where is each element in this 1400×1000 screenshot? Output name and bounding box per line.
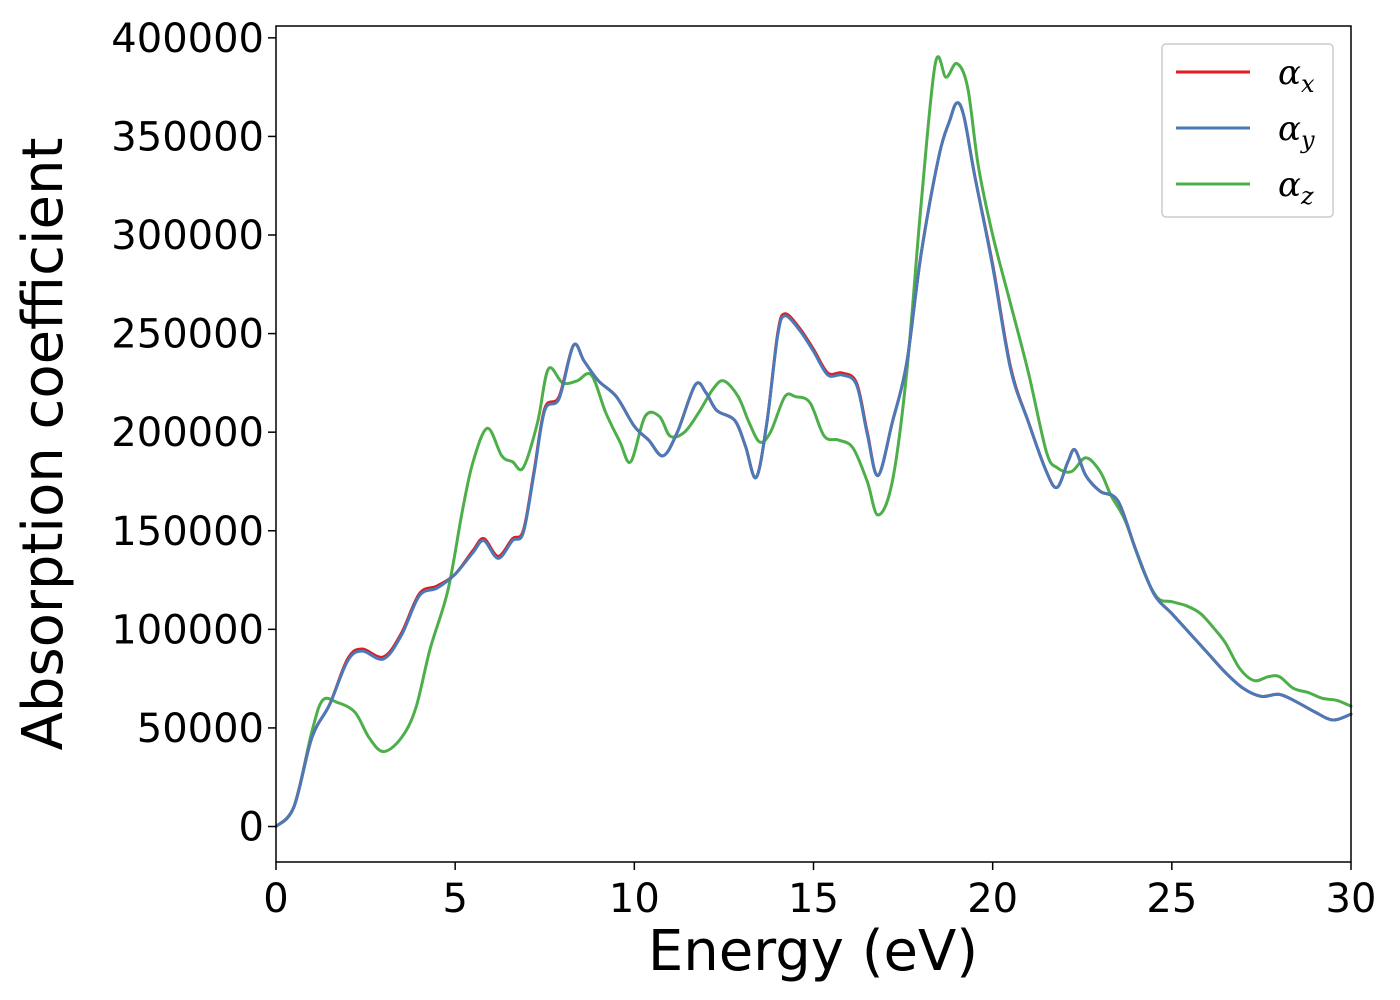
legend-box	[1161, 43, 1334, 218]
series-layer	[274, 55, 1353, 829]
x-tick-label: 10	[609, 876, 660, 922]
x-tick-label: 25	[1146, 876, 1197, 922]
x-tick-label: 5	[442, 876, 467, 922]
legend-label-x: αx	[1278, 53, 1315, 98]
series-line-z	[274, 55, 1353, 829]
y-tick-label: 150000	[111, 509, 264, 555]
y-axis: 0 50000 100000 150000 200000 250000 300000 3500…	[111, 16, 276, 851]
x-tick-label: 30	[1326, 876, 1377, 922]
x-tick-label: 20	[967, 876, 1018, 922]
y-tick-label: 0	[239, 805, 264, 851]
legend: αx αy αz	[1161, 43, 1334, 218]
y-axis-label: Absorption coefficient	[11, 138, 76, 751]
y-tick-label: 300000	[111, 213, 264, 259]
legend-label-z: αz	[1278, 165, 1314, 210]
y-tick-label: 350000	[111, 114, 264, 160]
x-axis-label: Energy (eV)	[648, 919, 978, 984]
x-tick-label: 15	[788, 876, 839, 922]
y-tick-label: 200000	[111, 410, 264, 456]
x-tick-label: 0	[263, 876, 288, 922]
y-tick-label: 400000	[111, 16, 264, 62]
y-tick-label: 100000	[111, 607, 264, 653]
y-tick-label: 50000	[137, 706, 264, 752]
legend-label-y: αy	[1278, 109, 1315, 154]
series-line-y	[274, 101, 1353, 829]
x-axis: 0 5 10 15 20 25 30	[263, 862, 1376, 922]
y-tick-label: 250000	[111, 312, 264, 358]
